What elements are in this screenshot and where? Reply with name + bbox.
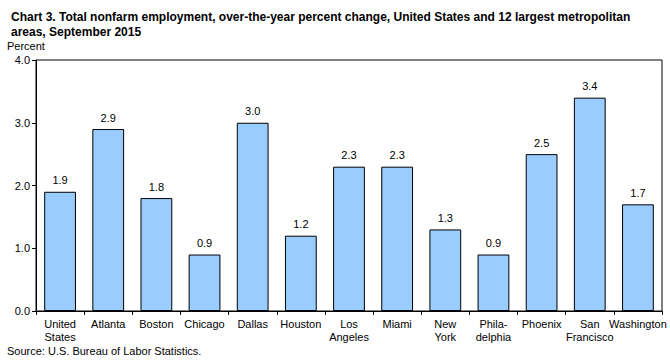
svg-text:2.3: 2.3 (341, 149, 356, 161)
svg-text:3.0: 3.0 (15, 117, 30, 129)
svg-text:Chicago: Chicago (184, 318, 224, 330)
svg-text:Phila-: Phila- (479, 318, 507, 330)
svg-text:Phoenix: Phoenix (522, 318, 562, 330)
svg-text:Miami: Miami (382, 318, 411, 330)
svg-text:New: New (434, 318, 456, 330)
svg-text:areas, September 2015: areas, September 2015 (11, 25, 141, 39)
svg-text:Chart 3. Total nonfarm employm: Chart 3. Total nonfarm employment, over-… (11, 10, 634, 24)
svg-text:3.4: 3.4 (582, 80, 597, 92)
svg-text:4.0: 4.0 (15, 54, 30, 66)
svg-text:2.9: 2.9 (101, 112, 116, 124)
svg-text:Percent: Percent (7, 40, 45, 52)
svg-text:Los: Los (340, 318, 358, 330)
svg-text:1.9: 1.9 (52, 174, 67, 186)
svg-text:0.9: 0.9 (486, 237, 501, 249)
svg-text:Houston: Houston (280, 318, 321, 330)
svg-text:3.0: 3.0 (245, 105, 260, 117)
svg-text:Atlanta: Atlanta (91, 318, 126, 330)
svg-text:1.3: 1.3 (438, 212, 453, 224)
svg-text:2.5: 2.5 (534, 137, 549, 149)
svg-text:delphia: delphia (476, 331, 512, 343)
svg-text:1.7: 1.7 (630, 187, 645, 199)
svg-text:1.2: 1.2 (293, 218, 308, 230)
svg-text:York: York (435, 331, 457, 343)
svg-text:Source: U.S. Bureau of Labor S: Source: U.S. Bureau of Labor Statistics. (7, 345, 201, 357)
svg-text:0.9: 0.9 (197, 237, 212, 249)
svg-text:2.3: 2.3 (390, 149, 405, 161)
svg-text:San: San (580, 318, 600, 330)
svg-text:Francisco: Francisco (566, 331, 614, 343)
svg-text:United: United (44, 318, 76, 330)
svg-text:2.0: 2.0 (15, 180, 30, 192)
svg-text:Boston: Boston (139, 318, 173, 330)
svg-text:Dallas: Dallas (237, 318, 268, 330)
svg-text:0.0: 0.0 (15, 305, 30, 317)
svg-text:1.0: 1.0 (15, 242, 30, 254)
svg-text:States: States (44, 331, 76, 343)
svg-text:Washington: Washington (609, 318, 667, 330)
svg-text:Angeles: Angeles (329, 331, 369, 343)
svg-text:1.8: 1.8 (149, 181, 164, 193)
